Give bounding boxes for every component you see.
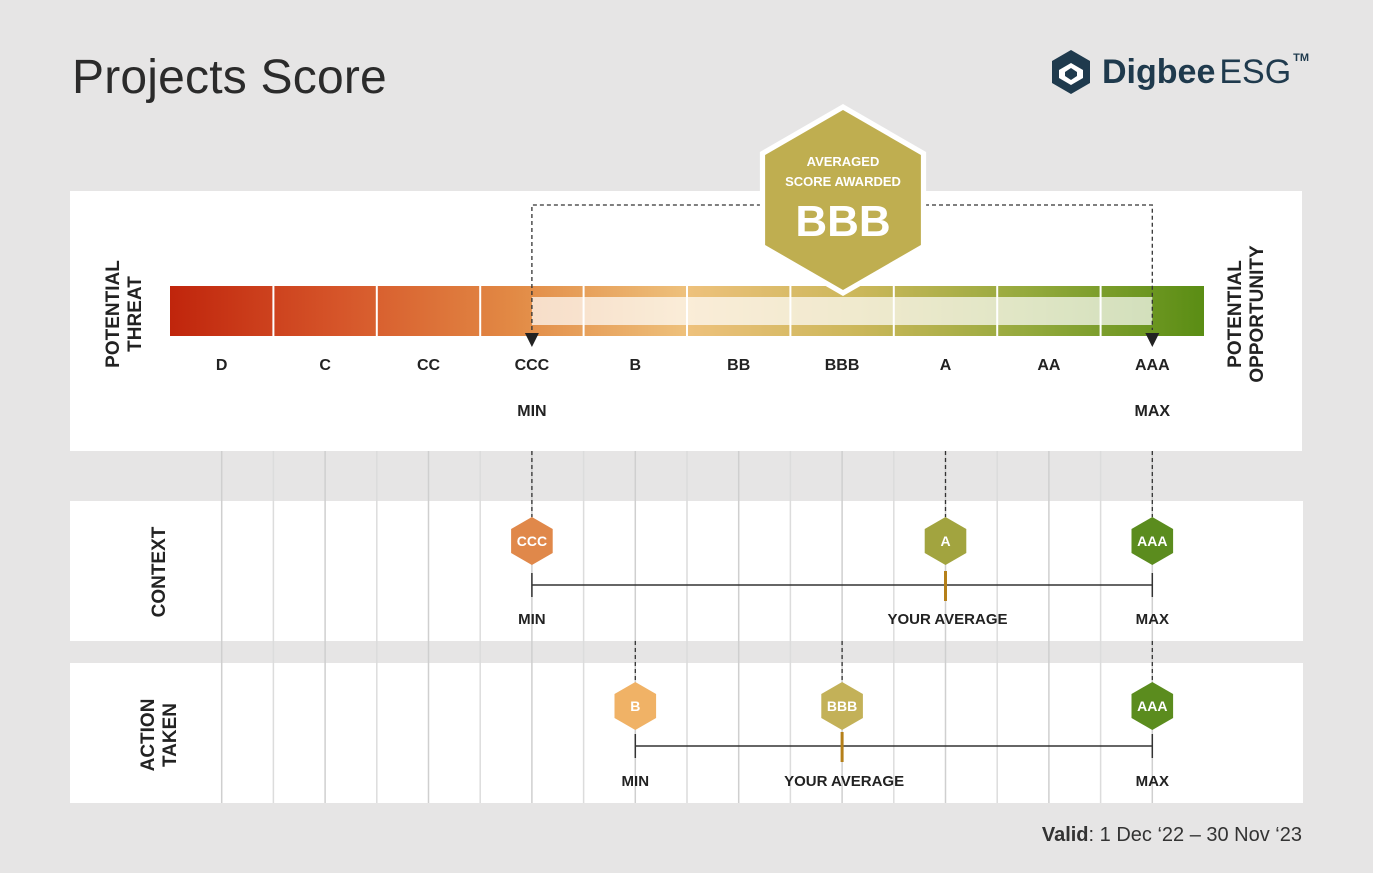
logo-trademark: TM <box>1293 52 1310 64</box>
badge-hexagon <box>765 110 921 290</box>
max-arrow-icon <box>1145 333 1160 347</box>
logo-word-esg: ESG <box>1219 52 1292 91</box>
score-row: CCC MIN A YOUR AVERAGE AAA MAX <box>511 451 1174 628</box>
hexagon-rating-text: A <box>940 533 950 549</box>
hexagon-rating-text: CCC <box>517 533 547 549</box>
hexagon-rating-text: AAA <box>1137 698 1167 714</box>
rating-label: B <box>630 357 642 374</box>
hexagon-rating-text: B <box>630 698 640 714</box>
score-row: B MIN BBB YOUR AVERAGE AAA MAX <box>614 641 1174 790</box>
digbee-hex-icon <box>1052 50 1090 94</box>
row-point-label: MAX <box>1136 611 1169 628</box>
rating-hexagon <box>924 517 967 565</box>
hexagon-rating-text: AAA <box>1137 533 1167 549</box>
badge-line-2: SCORE AWARDED <box>785 174 901 189</box>
rating-hexagon <box>614 682 657 730</box>
rating-hexagon <box>821 682 863 730</box>
awarded-min-connector <box>531 204 770 330</box>
vertical-label-line: OPPORTUNITY <box>1247 245 1268 383</box>
rating-hexagon <box>511 517 553 565</box>
brand-logo: Digbee ESG TM <box>1050 46 1309 98</box>
vertical-label-line: TAKEN <box>160 703 181 767</box>
rating-label: AA <box>1037 357 1061 374</box>
row-point-label: MIN <box>622 773 650 790</box>
rating-label: C <box>319 357 331 374</box>
rating-label: BB <box>727 357 750 374</box>
vertical-label-line: THREAT <box>125 276 146 352</box>
potential-opportunity-label: POTENTIAL OPPORTUNITY <box>1225 245 1268 383</box>
rating-hexagon <box>1131 517 1174 565</box>
page-title: Projects Score <box>72 51 387 104</box>
vertical-label-line: ACTION <box>138 699 159 772</box>
scale-min-label: MIN <box>517 403 546 420</box>
vertical-label-line: POTENTIAL <box>103 260 124 368</box>
validity-period: Valid: 1 Dec ‘22 – 30 Nov ‘23 <box>1042 824 1302 847</box>
rating-label: CCC <box>515 357 550 374</box>
row-point-label: MAX <box>1136 773 1169 790</box>
row-point-label: YOUR AVERAGE <box>887 611 1007 628</box>
awarded-max-connector <box>918 204 1153 330</box>
row-label: ACTION TAKEN <box>138 699 181 772</box>
score-rows: CCC MIN A YOUR AVERAGE AAA MAX B MIN BBB YOUR AVE… <box>511 451 1174 790</box>
rating-hexagon <box>1131 682 1174 730</box>
vertical-label-line: CONTEXT <box>149 526 170 617</box>
valid-range: : 1 Dec ‘22 – 30 Nov ‘23 <box>1088 824 1302 846</box>
rating-scale-bar <box>170 286 1204 336</box>
rating-label: AAA <box>1135 357 1170 374</box>
grid-lines <box>220 451 1154 803</box>
rating-label: A <box>940 357 952 374</box>
badge-line-1: AVERAGED <box>807 154 880 169</box>
logo-word-digbee: Digbee <box>1102 52 1216 91</box>
row-point-label: MIN <box>518 611 546 628</box>
vertical-label-line: POTENTIAL <box>1225 260 1246 368</box>
badge-score: BBB <box>795 197 890 246</box>
valid-label: Valid <box>1041 824 1089 846</box>
potential-threat-label: POTENTIAL THREAT <box>103 260 146 368</box>
row-point-label: YOUR AVERAGE <box>784 773 904 790</box>
averaged-score-badge: AVERAGED SCORE AWARDED BBB <box>759 104 927 296</box>
rating-label: CC <box>417 357 441 374</box>
connector-lines <box>524 204 1160 347</box>
rating-label: D <box>216 357 228 374</box>
row-label: CONTEXT <box>149 526 170 617</box>
score-range-highlight <box>531 297 1153 325</box>
rating-label: BBB <box>825 357 860 374</box>
hexagon-rating-text: BBB <box>827 698 857 714</box>
scale-max-label: MAX <box>1135 403 1171 420</box>
min-arrow-icon <box>524 333 539 347</box>
